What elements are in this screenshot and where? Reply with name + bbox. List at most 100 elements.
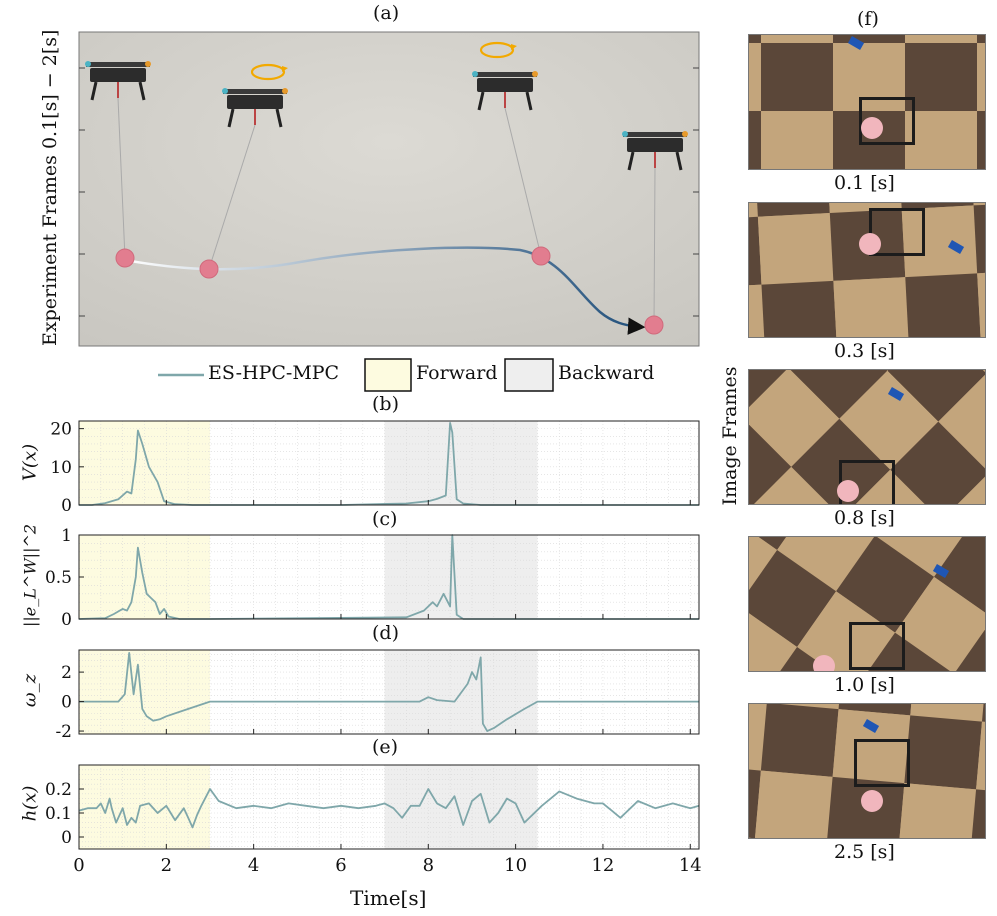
floor-tile [754,770,833,838]
checkerboard-floor [749,35,985,169]
series-line-es-hpc-mpc [78,534,699,620]
quadrotor-arms [86,62,150,67]
quadrotor-body [90,68,146,82]
image-frame-5 [748,703,986,839]
quadrotor-body [227,95,283,109]
tether-line [208,124,256,270]
ylabel-b: V(x) [19,443,41,482]
panel-label-d: (d) [372,622,399,644]
landing-leg [90,81,98,101]
quadrotor-icon [622,131,688,171]
panel-label-e: (e) [372,736,399,758]
quadrotor-icon [222,88,288,128]
frame-caption: 2.5 [s] [834,841,895,863]
chart-panel-d: -2 0 2 [55,649,700,742]
rotor [622,131,628,137]
floor-tile [761,280,837,337]
floor-tile [833,277,909,337]
quadrotor-arms [223,89,287,94]
x-tick-label: 2 [161,855,172,876]
frame-caption: 0.1 [s] [834,172,895,194]
floor-tile [905,273,981,337]
rotation-arrow [479,41,515,59]
axes-frame [78,649,700,735]
tether-line [504,107,542,257]
floor-tile [981,337,986,338]
y-tick-label: 10 [50,458,72,478]
landing-marker-square [859,97,915,145]
landing-marker-square [869,208,925,256]
x-axis-unit: [s] [400,886,427,910]
panel-label-b: (b) [372,393,399,415]
payload-ball [115,248,135,268]
frame-time: 2.5 [834,841,871,863]
x-tick-label: 0 [73,855,84,876]
quadrotor-icon [85,61,151,101]
x-tick-label: 10 [504,855,527,876]
rotor [532,71,538,77]
frame-caption: 0.3 [s] [834,340,895,362]
floor-tile [905,35,977,43]
photo-background [78,31,700,347]
legend-swatch-forward [364,358,412,392]
x-tick-label: 14 [679,855,702,876]
series-line-es-hpc-mpc [79,652,699,732]
image-frame-3 [748,369,986,505]
rotor [145,61,151,67]
payload-ball [861,117,883,139]
image-frame-4 [748,536,986,672]
frame-time-unit: [s] [870,507,895,529]
landing-leg [227,108,235,128]
payload-ball [813,655,835,671]
landing-leg [138,81,146,101]
tether-line [653,167,656,326]
chart-panel-c: 00.51 [45,526,700,630]
series-line-es-hpc-mpc [78,788,700,829]
image-frames-ylabel: Image Frames [719,366,741,506]
floor-tile [904,715,982,790]
landing-leg [627,151,635,171]
chart-panel-e: 0 0.1 0.2 0 2 4 6 8 10 12 14 [45,764,702,876]
x-tick-label: 6 [335,855,346,876]
x-tick-label: 8 [423,855,434,876]
landing-marker-square [854,739,910,787]
y-tick-label: 0 [61,496,72,516]
payload-trajectory [124,246,646,335]
legend-graphics [158,358,554,392]
x-axis-label-text: Time [350,886,401,910]
rotor [85,61,91,67]
quadrotor-body [627,138,683,152]
frame-caption: 0.8 [s] [834,507,895,529]
y-tick-label: 20 [50,420,72,440]
floor-tile [905,43,977,111]
y-tick-label: 0.1 [45,804,72,824]
tether-line [117,97,126,259]
landing-leg [275,108,283,128]
frame-time: 0.3 [834,340,871,362]
panel-label-c: (c) [372,508,398,530]
payload-ball [644,315,664,335]
floor-tile [905,111,977,169]
quadrotor-arms [473,72,537,77]
y-tick-label: 2 [61,663,72,683]
frame-time-unit: [s] [870,340,895,362]
payload-ball [859,233,881,255]
axes-frame [78,764,700,850]
rotation-arrow [250,63,286,81]
x-tick-label: 12 [591,855,614,876]
frame-time: 0.1 [834,172,871,194]
y-tick-label: 0 [61,693,72,713]
ylabel-c: ||e_L^W||^2 [20,523,40,628]
frame-time-unit: [s] [870,674,895,696]
frame-time: 0.8 [834,507,871,529]
y-tick-label: 0 [61,828,72,848]
floor-tile [749,111,761,169]
landing-leg [525,91,533,111]
floor-tile [977,43,985,111]
legend-label-forward: Forward [416,362,498,384]
shaded-region-backward [384,765,538,849]
payload-ball [531,246,551,266]
quadrotor-icon [472,71,538,111]
y-tick-label: 1 [61,526,72,546]
